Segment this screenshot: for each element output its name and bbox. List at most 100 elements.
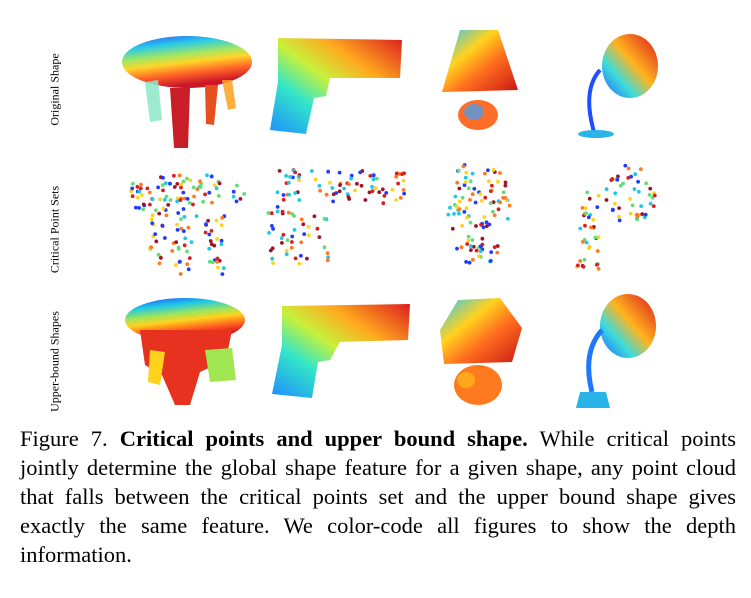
critical-point	[270, 256, 275, 261]
critical-point	[465, 242, 470, 246]
figure-panel: Original Shape Critical Point Sets Upper…	[48, 30, 658, 412]
critical-point	[457, 199, 462, 204]
critical-point	[138, 186, 143, 191]
critical-point	[175, 222, 179, 227]
critical-point	[483, 171, 487, 176]
critical-point	[647, 193, 652, 197]
critical-point	[468, 179, 473, 184]
critical-point	[312, 214, 317, 219]
critical-point	[157, 211, 162, 216]
critical-point	[490, 183, 494, 188]
critical-point	[484, 220, 489, 225]
critical-point	[206, 218, 211, 223]
critical-point	[459, 245, 464, 250]
critical-point	[310, 169, 314, 173]
critical-point	[159, 256, 163, 260]
critical-point	[185, 197, 190, 201]
critical-gun	[266, 168, 406, 266]
critical-point	[464, 260, 468, 264]
critical-point	[583, 223, 587, 228]
critical-point	[453, 194, 458, 199]
critical-point	[635, 217, 639, 222]
critical-point	[270, 224, 274, 228]
critical-point	[154, 208, 158, 213]
critical-point	[636, 179, 640, 184]
critical-point	[318, 188, 322, 193]
critical-point	[616, 174, 620, 179]
critical-point	[302, 232, 307, 237]
critical-point	[286, 210, 291, 215]
critical-point	[498, 171, 502, 175]
critical-point	[145, 186, 150, 191]
critical-point	[215, 237, 220, 241]
critical-point	[484, 224, 489, 229]
critical-point	[150, 197, 155, 202]
critical-point	[235, 183, 239, 188]
critical-point	[208, 239, 213, 243]
critical-point	[613, 191, 618, 196]
critical-point	[604, 187, 609, 192]
critical-point	[353, 188, 357, 193]
critical-point	[457, 186, 462, 191]
critical-point	[465, 215, 469, 220]
critical-point	[178, 259, 182, 264]
critical-point	[503, 180, 508, 185]
critical-point	[137, 206, 142, 210]
critical-point	[455, 246, 459, 251]
critical-point	[209, 174, 214, 179]
critical-point	[271, 227, 275, 231]
critical-point	[182, 196, 187, 201]
critical-point	[373, 186, 378, 191]
critical-point	[472, 186, 477, 191]
critical-point	[457, 207, 462, 211]
critical-point	[205, 173, 209, 178]
critical-point	[334, 191, 339, 195]
critical-point	[290, 234, 295, 239]
critical-point	[583, 206, 588, 211]
critical-point	[268, 248, 273, 253]
critical-point	[371, 173, 376, 178]
critical-point	[587, 246, 591, 251]
critical-point	[181, 190, 186, 195]
critical-point	[482, 215, 487, 219]
critical-point	[188, 178, 193, 183]
critical-point	[630, 203, 635, 208]
critical-point	[639, 204, 644, 209]
critical-point	[164, 213, 169, 218]
critical-point	[507, 203, 512, 208]
critical-point	[164, 194, 169, 199]
critical-point	[297, 178, 301, 183]
critical-point	[157, 261, 162, 266]
critical-point	[380, 187, 385, 192]
upper-bound-lamp-shade	[440, 298, 522, 405]
critical-point	[322, 245, 327, 250]
upper-bound-gun	[272, 304, 410, 398]
critical-point	[491, 209, 495, 214]
critical-point	[299, 253, 303, 258]
critical-point	[281, 232, 286, 237]
critical-point	[204, 222, 208, 227]
critical-point	[149, 217, 154, 222]
critical-point	[461, 164, 466, 169]
critical-point	[474, 224, 478, 228]
critical-point	[177, 173, 182, 178]
critical-point	[207, 246, 212, 251]
critical-point	[212, 183, 217, 188]
critical-point	[331, 199, 335, 204]
critical-point	[175, 182, 180, 186]
critical-point	[220, 216, 225, 220]
critical-point	[396, 181, 400, 186]
critical-point	[488, 259, 493, 263]
caption-body: While critical points jointly determine …	[20, 426, 737, 567]
critical-point	[604, 198, 609, 202]
critical-point	[293, 256, 298, 261]
critical-point	[291, 175, 295, 180]
critical-point	[623, 163, 628, 168]
critical-point	[595, 262, 599, 267]
caption-label: Figure 7.	[20, 426, 108, 451]
critical-point	[216, 194, 221, 198]
critical-point	[398, 196, 403, 200]
critical-point	[464, 170, 469, 175]
critical-point	[166, 203, 171, 207]
critical-point	[219, 238, 224, 243]
